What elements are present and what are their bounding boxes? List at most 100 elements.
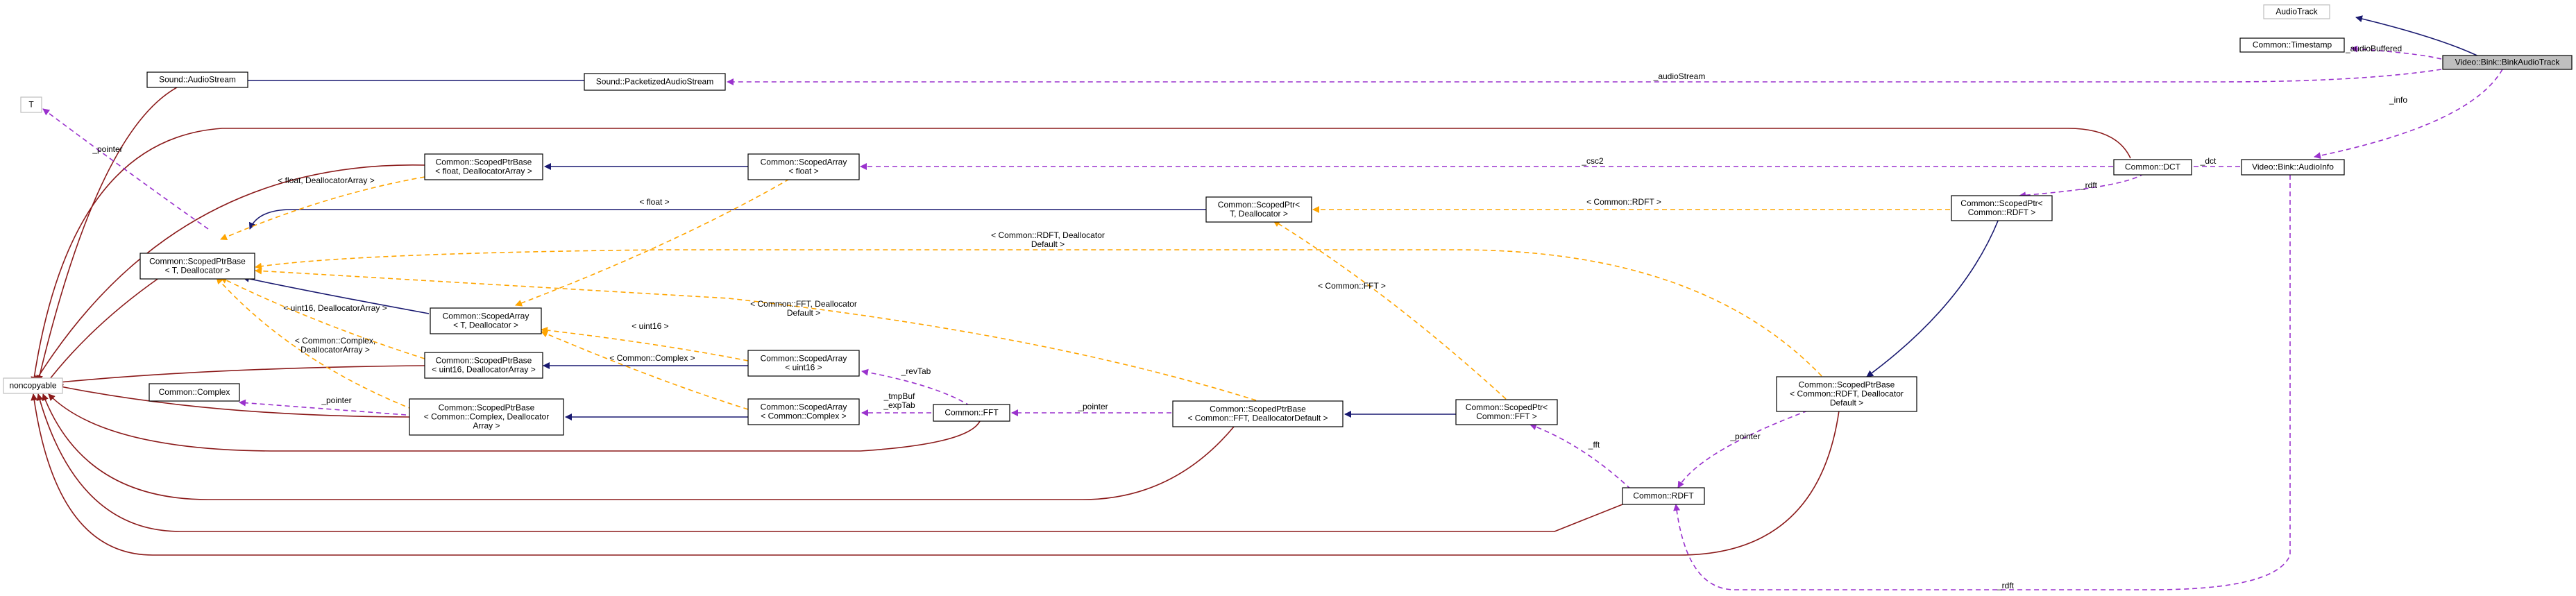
- edge-tpl-scopedptrbase-complex: [216, 277, 414, 410]
- edge-usage-audiostream: [727, 69, 2442, 85]
- edge-label-line: < uint16, DeallocatorArray >: [283, 303, 387, 313]
- edge-label-line: _pointer: [1077, 402, 1108, 411]
- edge-label: _pointer: [1077, 402, 1108, 411]
- edge-label: < float >: [639, 197, 669, 207]
- node-scoped-ptr-base-rdft[interactable]: Common::ScopedPtrBase< Common::RDFT, Dea…: [1776, 376, 1917, 412]
- node-common-rdft[interactable]: Common::RDFT: [1622, 487, 1705, 505]
- node-scoped-ptr-fft[interactable]: Common::ScopedPtr<Common::FFT >: [1455, 399, 1558, 425]
- node-scoped-array-float[interactable]: Common::ScopedArray< float >: [747, 153, 860, 180]
- node-scoped-ptr-base-t[interactable]: Common::ScopedPtrBase< T, Deallocator >: [139, 253, 255, 280]
- edge-label: _revTab: [901, 366, 931, 376]
- node-label: Common::ScopedPtrBase: [436, 157, 532, 167]
- node-label: < uint16 >: [785, 363, 822, 373]
- node-scoped-ptr-base-float[interactable]: Common::ScopedPtrBase< float, Deallocato…: [424, 153, 543, 180]
- node-label: < Common::FFT, DeallocatorDefault >: [1187, 414, 1328, 423]
- node-label: < uint16, DeallocatorArray >: [432, 365, 535, 375]
- edge-noncopyable-scopedptrbase-t: [44, 277, 160, 386]
- node-scoped-ptr-base-fft[interactable]: Common::ScopedPtrBase< Common::FFT, Deal…: [1172, 400, 1344, 427]
- node-scoped-ptr-t[interactable]: Common::ScopedPtr<T, Deallocator >: [1205, 196, 1312, 223]
- edge-label: < Common::FFT >: [1318, 281, 1386, 291]
- edge-label-line: _audioBuffered: [2345, 44, 2402, 53]
- edge-label: < Common::RDFT, Deallocator Default >: [991, 230, 1105, 249]
- edge-label-line: _pointer: [321, 395, 351, 405]
- node-label: Common::FFT >: [1476, 411, 1536, 421]
- node-scoped-array-complex[interactable]: Common::ScopedArray< Common::Complex >: [747, 398, 860, 425]
- edge-label-line: < float, DeallocatorArray >: [278, 176, 374, 185]
- edge-label: < Common::FFT, Deallocator Default >: [750, 299, 857, 318]
- edge-usage-pointer-t: [42, 108, 209, 230]
- node-bink-audio-track[interactable]: Video::Bink::BinkAudioTrack: [2442, 55, 2573, 70]
- edge-label-line: _revTab: [901, 366, 931, 376]
- edge-usage-rdft-member: [2019, 173, 2145, 199]
- edge-tpl-scopedptrbase-rdft: [255, 249, 1822, 377]
- node-label: < Common::Complex, Deallocator: [424, 412, 549, 422]
- node-label: AudioTrack: [2276, 7, 2318, 17]
- node-label: Common::ScopedArray: [761, 354, 847, 364]
- node-label: < float, DeallocatorArray >: [435, 167, 532, 176]
- edge-label-line: _pointer: [1729, 432, 1760, 441]
- edge-usage-fft-member: [1530, 423, 1632, 490]
- node-scoped-ptr-base-complex[interactable]: Common::ScopedPtrBase< Common::Complex, …: [409, 398, 564, 436]
- node-label: Array >: [473, 421, 500, 431]
- node-label: < float >: [788, 167, 818, 176]
- node-sound-audio-stream[interactable]: Sound::AudioStream: [146, 71, 248, 88]
- edge-noncopyable-fft: [48, 393, 981, 452]
- node-scoped-ptr-base-uint16[interactable]: Common::ScopedPtrBase< uint16, Deallocat…: [424, 352, 543, 379]
- node-noncopyable[interactable]: noncopyable: [3, 377, 63, 394]
- edge-label-line: _pointer: [92, 144, 122, 154]
- edge-noncopyable-audiostream: [36, 87, 178, 382]
- node-scoped-array-uint16[interactable]: Common::ScopedArray< uint16 >: [747, 350, 860, 377]
- node-label: Common::ScopedPtrBase: [1210, 405, 1306, 414]
- node-packetized-audio-stream[interactable]: Sound::PacketizedAudioStream: [584, 73, 726, 91]
- edge-label-line: _expTab: [883, 400, 915, 410]
- edge-label-line: < float >: [639, 197, 669, 207]
- edge-label: _dct: [2200, 156, 2217, 166]
- edge-label-line: < Common::FFT, Deallocator: [750, 299, 857, 309]
- node-label: Sound::AudioStream: [159, 75, 236, 85]
- node-label: Common::ScopedPtr<: [1466, 402, 1548, 412]
- node-scoped-array-t[interactable]: Common::ScopedArray< T, Deallocator >: [430, 307, 542, 334]
- edge-noncopyable-scopedptrbase-complex: [56, 383, 410, 418]
- edge-scopedptrbase-t-from-scopedptr: [248, 209, 1206, 230]
- edge-label-line: _audioStream: [1653, 71, 1706, 81]
- edge-label-line: < Common::Complex >: [609, 353, 695, 363]
- edge-audiotrack-inheritance: [2355, 15, 2485, 60]
- node-template-t[interactable]: T: [20, 96, 42, 113]
- edge-scopedptrbase-rdft-inheritance: [1866, 219, 1999, 377]
- edge-usage-pointer-complex: [239, 399, 407, 416]
- edge-label: _pointer: [92, 144, 122, 154]
- node-label: Common::ScopedPtrBase: [1799, 380, 1895, 390]
- node-audio-track[interactable]: AudioTrack: [2263, 4, 2330, 19]
- node-label: < T, Deallocator >: [453, 321, 518, 330]
- edges: [31, 15, 2503, 590]
- edge-label: _tmpBuf _expTab: [883, 391, 915, 410]
- node-bink-audio-info[interactable]: Video::Bink::AudioInfo: [2241, 159, 2345, 176]
- node-scoped-ptr-rdft[interactable]: Common::ScopedPtr<Common::RDFT >: [1951, 195, 2053, 221]
- edge-label-line: Default >: [787, 308, 820, 318]
- node-label: T: [28, 100, 34, 110]
- edge-label-line: < uint16 >: [632, 321, 668, 331]
- edge-usage-rdft-bottom: [1673, 175, 2291, 590]
- edge-label: < uint16, DeallocatorArray >: [283, 303, 387, 313]
- edge-label: < Common::Complex >: [609, 353, 695, 363]
- node-label: noncopyable: [9, 381, 56, 391]
- edge-usage-info: [2314, 69, 2503, 160]
- edge-tpl-scopedptrbase-fft: [255, 267, 1257, 401]
- edge-tpl-scopedarray-uint16: [541, 327, 749, 361]
- node-common-fft[interactable]: Common::FFT: [933, 404, 1010, 422]
- node-common-timestamp[interactable]: Common::Timestamp: [2239, 37, 2345, 53]
- node-label: Common::RDFT >: [1968, 207, 2035, 217]
- edge-noncopyable-scopedptrbase-rdft: [31, 393, 1840, 556]
- edge-tpl-scopedarray-float: [515, 174, 797, 307]
- nodes: AudioTrack Common::Timestamp Video::Bink…: [3, 4, 2573, 505]
- node-common-dct[interactable]: Common::DCT: [2113, 159, 2192, 176]
- node-label: Default >: [1830, 398, 1863, 408]
- edge-label-line: < Common::Complex,: [295, 336, 375, 346]
- node-common-complex[interactable]: Common::Complex: [149, 383, 240, 402]
- edge-noncopyable-scopedptrbase-fft: [42, 393, 1235, 500]
- edge-label: _pointer: [321, 395, 351, 405]
- edge-label-line: _fft: [1588, 440, 1600, 450]
- edge-noncopyable-rdft: [36, 393, 1623, 532]
- edge-label-line: _rdft: [1997, 581, 2015, 590]
